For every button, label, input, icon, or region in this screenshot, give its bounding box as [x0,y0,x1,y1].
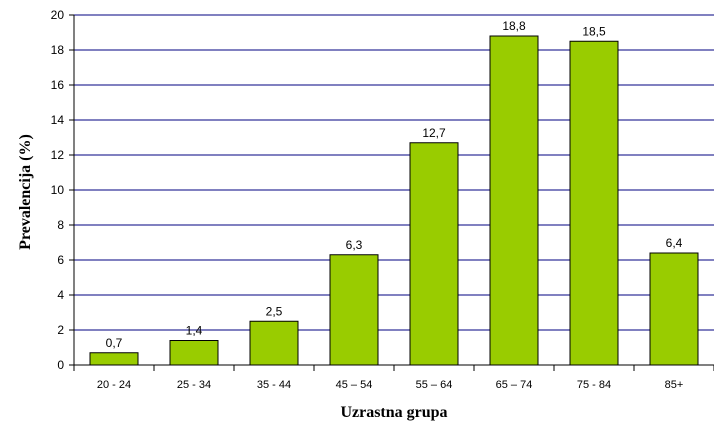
bar [649,252,699,366]
y-tick-label: 18 [51,43,65,57]
y-tick-label: 20 [51,8,65,22]
bar [249,320,299,366]
x-tick-label: 65 – 74 [496,379,533,391]
axes [69,14,714,371]
y-axis-title: Prevalencija (%) [17,134,34,250]
data-label: 1,4 [186,324,203,338]
y-tick-label: 6 [57,253,64,267]
data-label: 6,4 [666,236,683,250]
data-label: 0,7 [106,336,123,350]
x-tick-label: 55 – 64 [416,379,453,391]
y-tick-label: 4 [57,288,64,302]
y-tick-label: 2 [57,323,64,337]
y-tick-label: 10 [51,183,65,197]
bar [489,35,539,366]
bar [569,40,619,366]
data-label: 12,7 [422,126,446,140]
y-tick-label: 14 [51,113,65,127]
bar [409,142,459,366]
y-tick-label: 0 [57,358,64,372]
labels: 0 2 4 6 8 10 12 14 16 18 20 0,7 20 - 24 1,4 25 - 34 2,5… [51,8,684,391]
bar [169,340,219,366]
bar [329,254,379,366]
data-label: 2,5 [266,304,283,318]
y-tick-label: 8 [57,218,64,232]
x-tick-label: 75 - 84 [577,379,611,391]
x-tick-label: 35 - 44 [257,379,291,391]
data-label: 6,3 [346,238,363,252]
data-label: 18,5 [582,24,606,38]
y-tick-label: 16 [51,78,65,92]
x-tick-label: 85+ [665,379,684,391]
x-tick-label: 45 – 54 [336,379,373,391]
x-tick-label: 20 - 24 [97,379,131,391]
y-tick-label: 12 [51,148,65,162]
bar [89,352,139,366]
data-label: 18,8 [502,19,526,33]
x-tick-label: 25 - 34 [177,379,211,391]
x-axis-title: Uzrastna grupa [340,404,447,421]
grid-lines [74,14,714,331]
